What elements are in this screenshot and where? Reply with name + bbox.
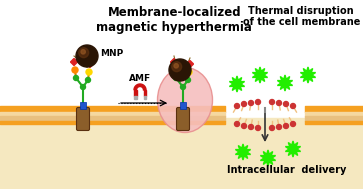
FancyBboxPatch shape [180, 102, 186, 109]
Circle shape [234, 104, 240, 108]
Circle shape [290, 122, 295, 126]
Circle shape [241, 101, 246, 106]
Polygon shape [134, 96, 136, 99]
Circle shape [186, 69, 192, 75]
Text: Thermal disruption
of the cell membrane: Thermal disruption of the cell membrane [242, 6, 360, 27]
Circle shape [234, 122, 240, 126]
Circle shape [72, 67, 78, 73]
Text: AMF: AMF [129, 74, 151, 83]
Circle shape [86, 69, 92, 75]
Circle shape [284, 101, 289, 106]
Circle shape [79, 48, 89, 58]
Circle shape [269, 99, 274, 105]
Circle shape [269, 125, 274, 130]
Circle shape [256, 99, 261, 105]
Circle shape [180, 84, 185, 90]
Polygon shape [252, 67, 268, 83]
Circle shape [185, 77, 191, 83]
FancyBboxPatch shape [80, 102, 86, 109]
Circle shape [169, 59, 191, 81]
Ellipse shape [158, 67, 212, 132]
Circle shape [172, 67, 178, 73]
Text: Membrane-localized
magnetic hyperthermia: Membrane-localized magnetic hyperthermia [96, 6, 252, 34]
Polygon shape [143, 96, 146, 99]
Circle shape [81, 84, 86, 90]
Polygon shape [187, 60, 193, 67]
Circle shape [284, 123, 289, 129]
Circle shape [290, 104, 295, 108]
Polygon shape [285, 141, 301, 157]
Polygon shape [301, 67, 315, 83]
Circle shape [76, 45, 98, 67]
Circle shape [249, 101, 253, 105]
FancyBboxPatch shape [77, 108, 90, 130]
Text: MNP: MNP [100, 49, 123, 57]
Circle shape [277, 125, 281, 129]
Polygon shape [134, 90, 136, 96]
Circle shape [249, 125, 253, 129]
Polygon shape [229, 76, 245, 92]
FancyBboxPatch shape [176, 108, 189, 130]
Polygon shape [277, 75, 293, 91]
Circle shape [81, 50, 85, 54]
Polygon shape [171, 59, 178, 66]
Text: Intracellular  delivery: Intracellular delivery [227, 165, 346, 175]
Polygon shape [70, 59, 77, 66]
Circle shape [174, 64, 178, 68]
Circle shape [241, 123, 246, 129]
Polygon shape [235, 144, 250, 160]
Circle shape [86, 77, 90, 83]
Circle shape [73, 75, 78, 81]
Circle shape [174, 75, 179, 81]
Circle shape [172, 62, 182, 72]
Circle shape [256, 125, 261, 130]
Polygon shape [260, 150, 276, 166]
Polygon shape [86, 60, 94, 67]
Polygon shape [134, 84, 146, 90]
Circle shape [277, 101, 281, 105]
Polygon shape [143, 90, 146, 96]
